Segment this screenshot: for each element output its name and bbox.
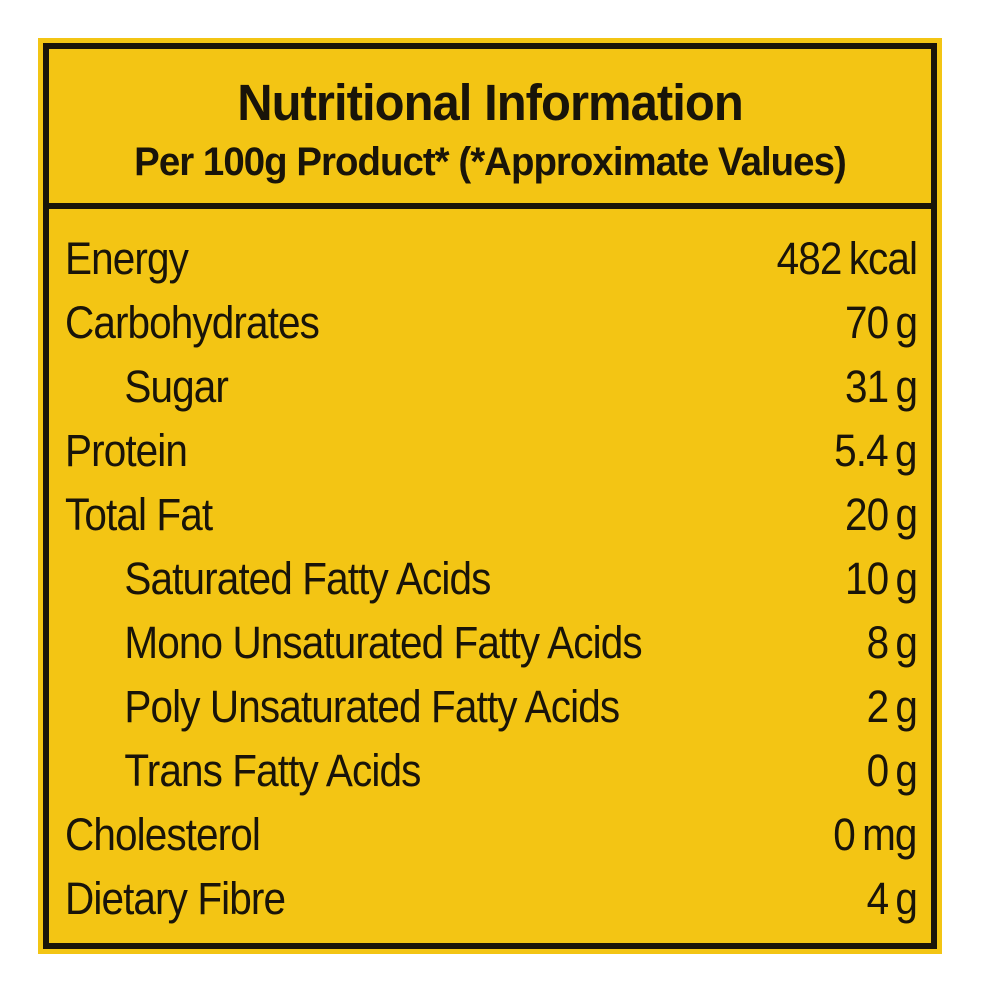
nutrient-unit: kcal [848, 233, 918, 285]
nutrient-unit: g [895, 297, 918, 349]
nutrient-table: Energy 482 kcal Carbohydrates 70 g Sugar 3… [49, 209, 931, 943]
nutrient-value: 482 [776, 233, 842, 285]
nutrient-value: 5.4 [834, 425, 889, 477]
nutrient-unit: g [895, 553, 918, 605]
nutrient-label: Dietary Fibre [65, 873, 286, 925]
nutrient-value: 20 [844, 489, 889, 541]
nutrient-unit: g [895, 489, 918, 541]
nutrient-label: Energy [65, 233, 189, 285]
nutrient-label: Poly Unsaturated Fatty Acids [124, 681, 620, 733]
nutrient-unit: g [895, 873, 918, 925]
nutrient-value: 31 [844, 361, 889, 413]
nutrient-unit: g [895, 681, 918, 733]
nutrient-value: 0 [833, 809, 857, 861]
nutrient-row-protein: Protein 5.4 g [65, 419, 918, 483]
nutrient-value: 70 [844, 297, 889, 349]
nutrient-value: 10 [844, 553, 889, 605]
nutrient-value: 4 [866, 873, 890, 925]
nutrient-label: Sugar [124, 361, 228, 413]
label-subtitle: Per 100g Product* (*Approximate Values) [134, 140, 847, 185]
nutrient-unit: mg [862, 809, 918, 861]
nutrient-unit: g [895, 425, 918, 477]
nutrient-unit: g [895, 361, 918, 413]
nutrient-row-sugar: Sugar 31 g [65, 355, 918, 419]
nutrient-unit: g [895, 745, 918, 797]
nutrient-row-total-fat: Total Fat 20 g [65, 483, 918, 547]
nutrient-label: Trans Fatty Acids [124, 745, 421, 797]
nutrient-label: Total Fat [65, 489, 213, 541]
nutrition-label: Nutritional Information Per 100g Product… [38, 38, 942, 954]
nutrition-label-frame: Nutritional Information Per 100g Product… [43, 43, 937, 949]
nutrient-row-saturated-fatty-acids: Saturated Fatty Acids 10 g [65, 547, 918, 611]
nutrient-value: 0 [866, 745, 890, 797]
nutrient-label: Carbohydrates [65, 297, 320, 349]
nutrient-value: 2 [866, 681, 890, 733]
nutrient-label: Saturated Fatty Acids [124, 553, 491, 605]
nutrient-row-energy: Energy 482 kcal [65, 227, 918, 291]
nutrient-value: 8 [866, 617, 890, 669]
nutrient-row-cholesterol: Cholesterol 0 mg [65, 803, 918, 867]
label-header: Nutritional Information Per 100g Product… [49, 49, 931, 210]
nutrient-row-carbohydrates: Carbohydrates 70 g [65, 291, 918, 355]
nutrient-label: Protein [65, 425, 188, 477]
label-title: Nutritional Information [237, 74, 744, 131]
nutrient-unit: g [895, 617, 918, 669]
nutrient-label: Cholesterol [65, 809, 261, 861]
nutrient-label: Mono Unsaturated Fatty Acids [124, 617, 642, 669]
